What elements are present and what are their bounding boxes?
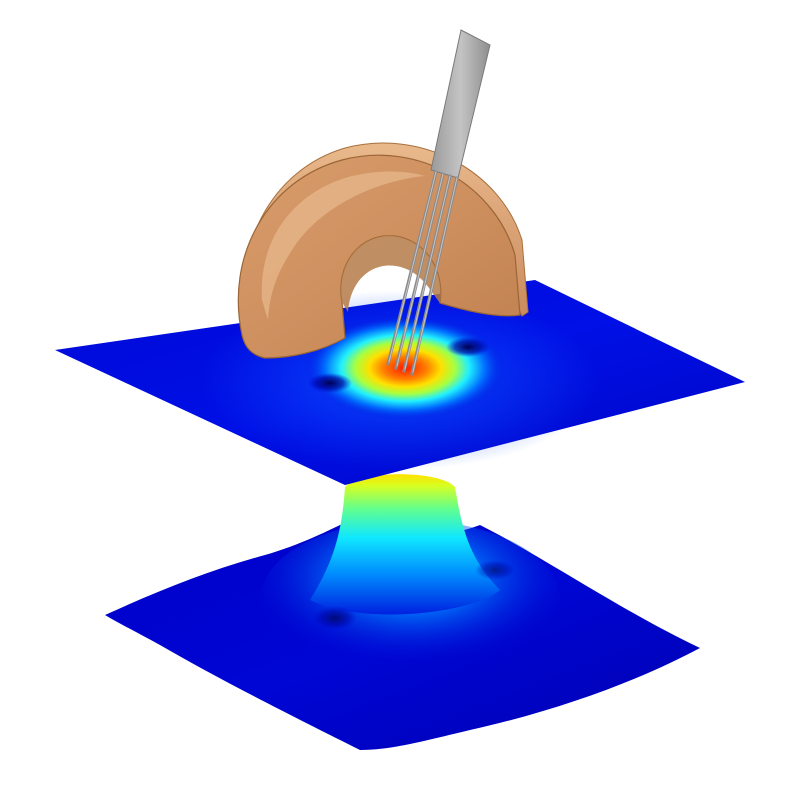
- field-surface-plot: [105, 474, 700, 750]
- coil-highlight: [261, 171, 425, 320]
- surface-peak: [310, 474, 500, 615]
- plane-dark-spot-right: [446, 337, 490, 357]
- surface-dip-right: [475, 560, 515, 580]
- surface-dip-left: [313, 606, 357, 630]
- plane-dark-spot-left: [308, 373, 352, 393]
- probe: [386, 29, 491, 376]
- probe-shank: [430, 29, 491, 179]
